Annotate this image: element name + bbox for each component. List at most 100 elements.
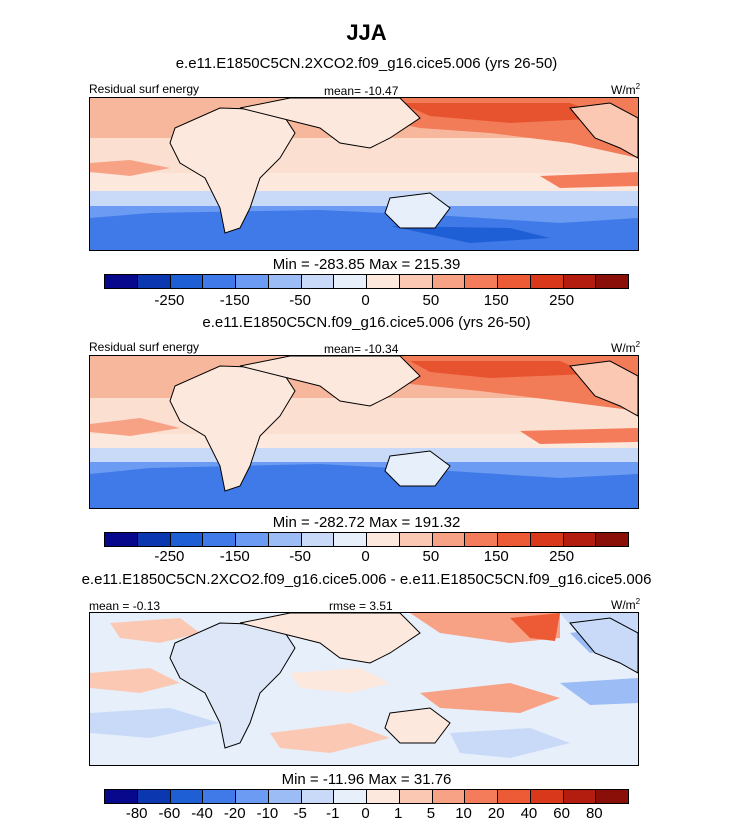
panel-3-colorbar-ticks: -80 -60 -40 -20 -10 -5 -1 0 1 5 10 20 40… [104,805,627,825]
panel-3-tick: 10 [455,805,472,822]
panel-3-tick: -20 [223,805,246,822]
panel-1-unit-label: W/m2 [611,82,641,97]
panel-2-colorbar [104,532,629,547]
panel-1-subtitle: e.e11.E1850C5CN.2XCO2.f09_g16.cice5.006 … [175,55,558,72]
panel-3-tick: 1 [394,805,403,822]
panel-1-colorbar [104,274,629,289]
colorbar-swatch [530,533,564,546]
colorbar-swatch [301,275,335,288]
panel-3-tick: -60 [158,805,181,822]
colorbar-swatch [268,533,302,546]
panel-3-tick: -40 [191,805,213,822]
colorbar-swatch [170,533,204,546]
panel-2-tick: 250 [549,548,575,565]
colorbar-swatch [596,790,628,803]
panel-3-map [89,612,639,766]
colorbar-swatch [268,790,302,803]
panel-3-subtitle: e.e11.E1850C5CN.2XCO2.f09_g16.cice5.006 … [81,571,652,588]
colorbar-swatch [301,790,335,803]
colorbar-swatch [334,533,367,546]
colorbar-swatch [367,790,400,803]
panel-2-map [89,355,639,509]
panel-3-mean-label: mean = -0.13 [89,599,161,613]
colorbar-swatch [563,275,597,288]
colorbar-swatch [334,275,367,288]
colorbar-swatch [170,275,204,288]
main-title: JJA [346,20,387,45]
colorbar-swatch [399,790,433,803]
panel-1-tick: 0 [361,292,370,309]
panel-1-tick: 250 [549,292,575,309]
panel-1-tick: -150 [219,292,250,309]
panel-1-tick: 50 [422,292,440,309]
colorbar-swatch [236,790,269,803]
colorbar-swatch [465,275,498,288]
colorbar-swatch [367,275,400,288]
colorbar-swatch [498,790,531,803]
panel-2-tick: 0 [361,548,370,565]
panel-1-colorbar-ticks: -250 -150 -50 0 50 150 250 [104,292,627,312]
colorbar-swatch [596,533,628,546]
panel-3-map-svg [90,613,638,765]
panel-1-tick: -50 [289,292,311,309]
panel-1-minmax: Min = -283.85 Max = 215.39 [272,256,461,273]
panel-2-tick: -250 [154,548,185,565]
panel-1-map-svg [90,98,638,250]
panel-1-variable-label: Residual surf energy [89,82,200,96]
panel-1-tick: 150 [483,292,509,309]
colorbar-swatch [170,790,204,803]
panel-2-subtitle: e.e11.E1850C5CN.f09_g16.cice5.006 (yrs 2… [202,314,531,331]
colorbar-swatch [301,533,335,546]
panel-2-map-svg [90,356,638,508]
colorbar-swatch [105,275,138,288]
panel-2-tick: -150 [219,548,250,565]
colorbar-swatch [498,533,531,546]
panel-2-mean-label: mean= -10.34 [324,342,399,356]
colorbar-swatch [268,275,302,288]
colorbar-swatch [432,275,466,288]
colorbar-swatch [498,275,531,288]
panel-3-tick: 60 [553,805,570,822]
panel-3-tick: 40 [520,805,538,822]
panel-3-minmax: Min = -11.96 Max = 31.76 [281,771,452,788]
colorbar-swatch [399,533,433,546]
panel-3-colorbar [104,789,629,804]
colorbar-swatch [137,275,171,288]
panel-3-tick: 80 [585,805,603,822]
panel-2-minmax: Min = -282.72 Max = 191.32 [272,514,461,531]
colorbar-swatch [137,790,171,803]
colorbar-swatch [432,790,466,803]
colorbar-swatch [563,790,597,803]
panel-2-tick: -50 [289,548,311,565]
colorbar-swatch [203,790,236,803]
panel-3-tick: -5 [293,805,307,822]
colorbar-swatch [530,275,564,288]
panel-1-tick: -250 [154,292,185,309]
colorbar-swatch [367,533,400,546]
panel-1-mean-label: mean= -10.47 [324,84,399,98]
panel-3-tick: 0 [361,805,370,822]
panel-2-tick: 150 [483,548,509,565]
panel-3-rmse-label: rmse = 3.51 [329,599,393,613]
panel-3-tick: -80 [125,805,148,822]
colorbar-swatch [137,533,171,546]
colorbar-swatch [236,533,269,546]
colorbar-swatch [334,790,367,803]
panel-2-unit-label: W/m2 [611,340,641,355]
colorbar-swatch [236,275,269,288]
colorbar-swatch [596,275,628,288]
panel-3-unit-label: W/m2 [611,597,641,612]
panel-2-tick: 50 [422,548,440,565]
panel-3-tick: 20 [487,805,505,822]
colorbar-swatch [105,790,138,803]
panel-3-tick: -1 [326,805,340,822]
colorbar-swatch [399,275,433,288]
panel-3-tick: 5 [426,805,436,822]
colorbar-swatch [105,533,138,546]
colorbar-swatch [465,533,498,546]
colorbar-swatch [203,533,236,546]
colorbar-swatch [530,790,564,803]
colorbar-swatch [563,533,597,546]
colorbar-swatch [465,790,498,803]
colorbar-swatch [203,275,236,288]
